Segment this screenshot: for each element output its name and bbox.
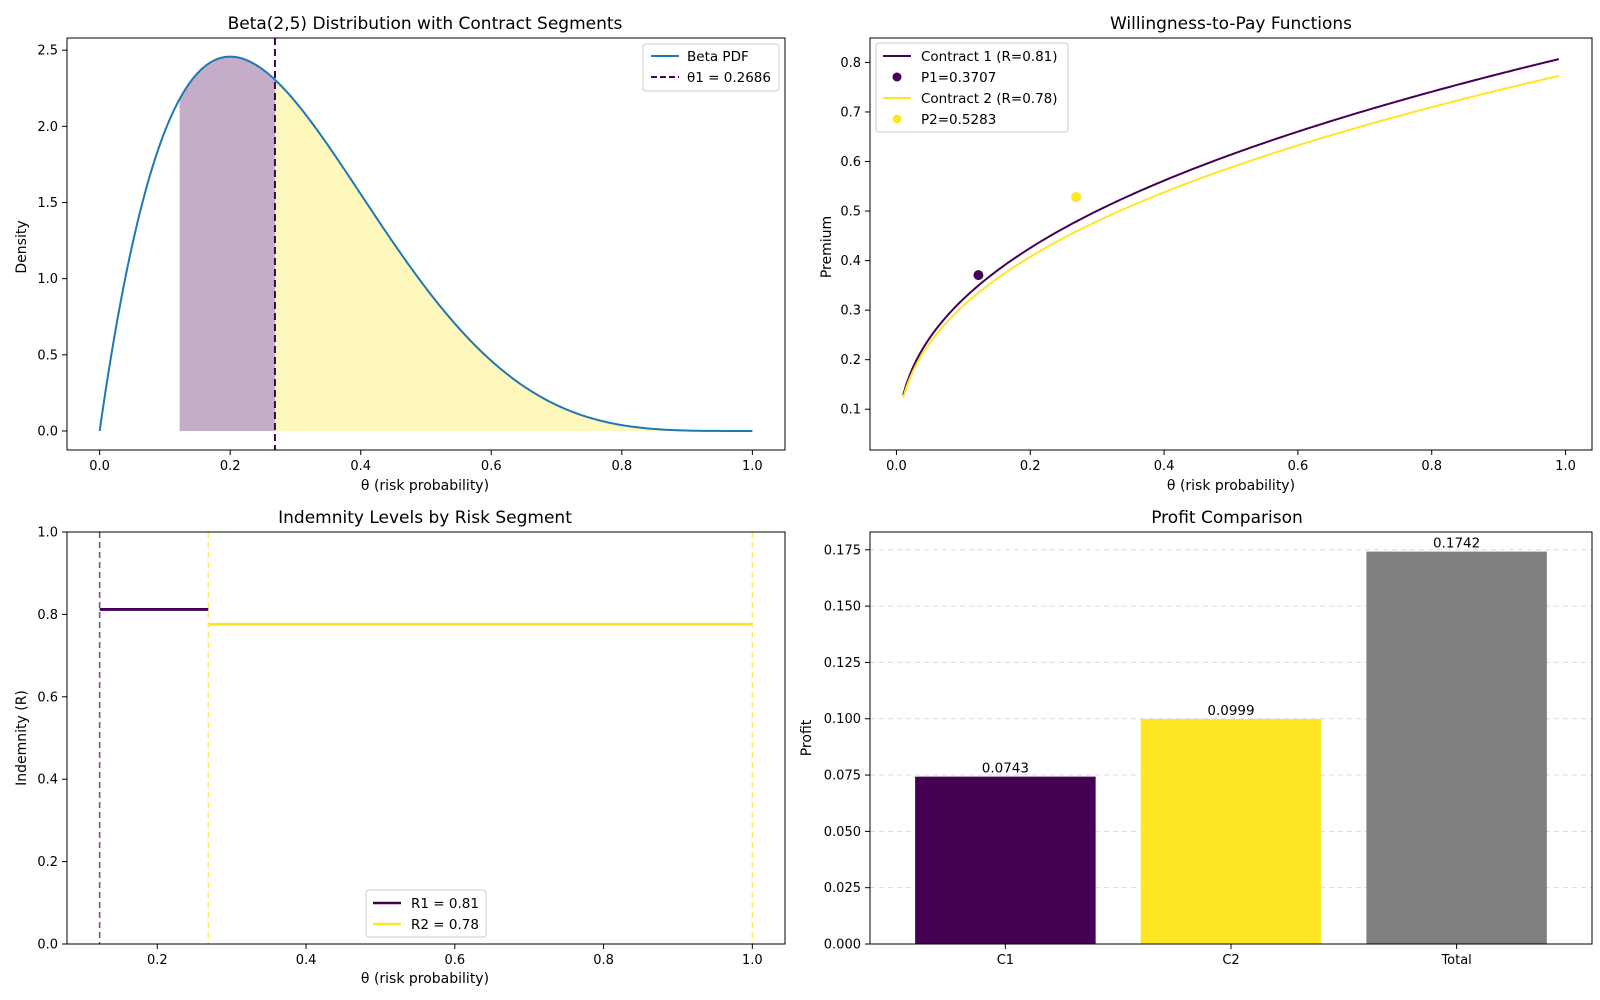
wtp-y-tick-label: 0.2 — [840, 353, 861, 368]
indemnity-x-tick-label: 0.8 — [593, 953, 614, 968]
beta-x-tick-label: 1.0 — [742, 459, 763, 474]
indemnity-plot-area: 0.2 0.4 0.6 0.8 1.0 0.0 0.2 0.4 0.6 0.8 1.0 — [37, 526, 786, 968]
wtp-x-tick-label: 0.0 — [886, 459, 907, 474]
wtp-x-tick-label: 0.8 — [1421, 459, 1442, 474]
beta-axes-frame — [66, 37, 786, 451]
profit-x-tick-label: Total — [1440, 953, 1471, 968]
profit-x-tick-label: C2 — [1222, 953, 1239, 968]
beta-segment-fill-1 — [179, 56, 275, 431]
indemnity-y-tick-label: 0.0 — [37, 938, 58, 953]
beta-y-tick-label: 2.5 — [37, 44, 58, 59]
beta-y-tick-label: 1.5 — [37, 196, 58, 211]
indemnity-y-tick-label: 0.4 — [37, 773, 58, 788]
wtp-y-tick-label: 0.3 — [840, 304, 861, 319]
wtp-y-tick-label: 0.8 — [840, 56, 861, 71]
beta-x-tick-label: 0.8 — [611, 459, 632, 474]
wtp-legend-p1-label: P1=0.3707 — [921, 70, 996, 86]
wtp-x-tick-label: 0.2 — [1020, 459, 1041, 474]
indemnity-legend: R1 = 0.81 R2 = 0.78 — [365, 889, 487, 938]
profit-y-tick-label: 0.000 — [824, 938, 861, 953]
profit-bar-total — [1366, 551, 1547, 944]
beta-legend: Beta PDF θ1 = 0.2686 — [642, 43, 780, 92]
wtp-axes-frame — [869, 37, 1593, 451]
profit-chart-title: Profit Comparison — [1151, 508, 1303, 528]
profit-bar-c2 — [1140, 718, 1322, 944]
beta-x-axis-label: θ (risk probability) — [361, 478, 489, 494]
profit-y-tick-label: 0.075 — [824, 769, 861, 784]
wtp-plot-area: 0.0 0.2 0.4 0.6 0.8 1.0 0.1 0.2 0.3 0.4 0.5 0.6 0.7 0… — [840, 37, 1593, 474]
profit-panel: Profit Comparison Profit 0.000 0.025 0.050… — [799, 508, 1593, 968]
wtp-panel: Willingness-to-Pay Functions θ (risk pro… — [819, 14, 1593, 494]
indemnity-y-axis-label: Indemnity (R) — [14, 690, 30, 786]
beta-plot-area: 0.0 0.2 0.4 0.6 0.8 1.0 0.0 0.5 1.0 1.5 2.0 2.5 — [37, 37, 786, 474]
beta-x-tick-label: 0.4 — [350, 459, 371, 474]
beta-distribution-panel: Beta(2,5) Distribution with Contract Seg… — [14, 14, 786, 494]
wtp-x-axis-label: θ (risk probability) — [1167, 478, 1295, 494]
profit-y-tick-label: 0.025 — [824, 881, 861, 896]
profit-bar-value-label: 0.1742 — [1433, 536, 1480, 552]
wtp-legend-p2-swatch — [892, 114, 902, 124]
wtp-y-tick-label: 0.5 — [840, 205, 861, 220]
wtp-chart-title: Willingness-to-Pay Functions — [1110, 14, 1352, 34]
indemnity-axes-frame — [66, 531, 786, 945]
wtp-legend: Contract 1 (R=0.81) P1=0.3707 Contract 2… — [875, 42, 1069, 133]
wtp-legend-contract2-label: Contract 2 (R=0.78) — [921, 91, 1058, 107]
beta-y-tick-label: 0.0 — [37, 424, 58, 439]
indemnity-y-tick-label: 0.2 — [37, 855, 58, 870]
profit-y-tick-label: 0.125 — [824, 656, 861, 671]
beta-y-axis-label: Density — [14, 220, 30, 273]
wtp-legend-box — [875, 42, 1069, 133]
profit-bar-value-label: 0.0999 — [1207, 703, 1254, 719]
indemnity-legend-r1-label: R1 = 0.81 — [411, 896, 479, 912]
indemnity-x-tick-label: 0.2 — [147, 953, 168, 968]
indemnity-x-tick-label: 1.0 — [742, 953, 763, 968]
wtp-legend-p1-swatch — [892, 72, 902, 82]
indemnity-y-tick-label: 0.8 — [37, 608, 58, 623]
wtp-y-tick-label: 0.6 — [840, 155, 861, 170]
indemnity-x-tick-label: 0.4 — [296, 953, 317, 968]
indemnity-y-tick-label: 1.0 — [37, 526, 58, 541]
beta-chart-title: Beta(2,5) Distribution with Contract Seg… — [228, 14, 623, 34]
profit-x-tick-label: C1 — [997, 953, 1014, 968]
profit-y-tick-label: 0.175 — [824, 543, 861, 558]
indemnity-legend-r2-label: R2 = 0.78 — [411, 917, 479, 933]
profit-y-axis-label: Profit — [799, 719, 815, 756]
beta-pdf-line — [98, 55, 753, 432]
beta-x-tick-label: 0.0 — [89, 459, 110, 474]
wtp-x-tick-label: 0.4 — [1154, 459, 1175, 474]
beta-legend-pdf-label: Beta PDF — [687, 49, 749, 65]
wtp-y-tick-label: 0.1 — [840, 403, 861, 418]
beta-legend-theta-label: θ1 = 0.2686 — [687, 70, 771, 86]
wtp-point-p1 — [973, 270, 984, 281]
wtp-curve-contract-2 — [902, 74, 1560, 399]
beta-x-tick-label: 0.2 — [220, 459, 241, 474]
wtp-y-tick-label: 0.7 — [840, 105, 861, 120]
profit-y-tick-label: 0.100 — [824, 712, 861, 727]
profit-axes-frame — [869, 531, 1593, 945]
indemnity-panel: Indemnity Levels by Risk Segment θ (risk… — [14, 508, 786, 987]
indemnity-x-tick-label: 0.6 — [444, 953, 465, 968]
wtp-y-axis-label: Premium — [819, 216, 835, 278]
wtp-x-tick-label: 0.6 — [1288, 459, 1309, 474]
beta-x-tick-label: 0.6 — [481, 459, 502, 474]
wtp-y-tick-label: 0.4 — [840, 254, 861, 269]
profit-plot-area: 0.000 0.025 0.050 0.075 0.100 0.125 0.150 0.175… — [824, 531, 1593, 968]
indemnity-y-tick-label: 0.6 — [37, 690, 58, 705]
wtp-legend-contract1-label: Contract 1 (R=0.81) — [921, 49, 1058, 65]
profit-y-tick-label: 0.150 — [824, 600, 861, 615]
profit-bar-c1 — [915, 776, 1096, 944]
beta-y-tick-label: 2.0 — [37, 120, 58, 135]
beta-y-tick-label: 0.5 — [37, 348, 58, 363]
beta-y-tick-label: 1.0 — [37, 272, 58, 287]
wtp-curve-contract-1 — [902, 58, 1560, 396]
indemnity-chart-title: Indemnity Levels by Risk Segment — [278, 508, 572, 528]
indemnity-x-axis-label: θ (risk probability) — [361, 971, 489, 987]
profit-y-tick-label: 0.050 — [824, 825, 861, 840]
wtp-legend-p2-label: P2=0.5283 — [921, 112, 996, 128]
beta-segment-fill-2 — [274, 79, 753, 431]
wtp-x-tick-label: 1.0 — [1555, 459, 1576, 474]
profit-bar-value-label: 0.0743 — [982, 761, 1029, 777]
wtp-point-p2 — [1071, 192, 1082, 203]
